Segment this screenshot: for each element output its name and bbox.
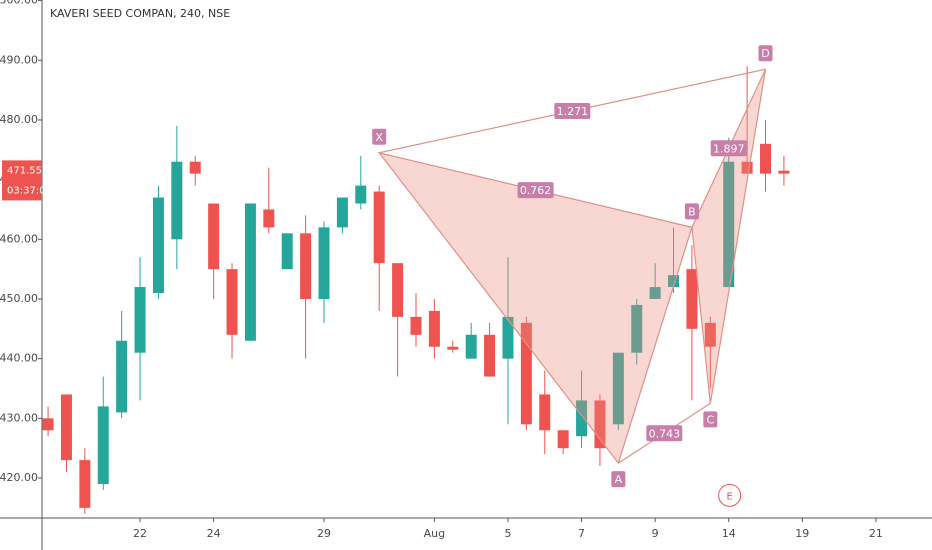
y-tick-label: 420.00: [0, 471, 38, 484]
pattern-point-label: X: [375, 131, 383, 144]
candle-body: [447, 346, 459, 350]
y-tick-label: 500.00: [0, 0, 38, 7]
pattern-point-label-box: [372, 128, 387, 145]
pattern-ratio: 1.271: [557, 105, 589, 118]
e-marker-label: E: [726, 491, 732, 502]
candle-body: [539, 394, 551, 431]
y-tick-label: 490.00: [0, 53, 38, 66]
y-tick-label: 430.00: [0, 411, 38, 424]
candle-body: [171, 161, 183, 240]
x-tick-label: 14: [722, 527, 736, 540]
x-tick-label: Aug: [424, 527, 445, 540]
x-tick-label: 7: [578, 527, 585, 540]
y-tick-label: 460.00: [0, 232, 38, 245]
candle-body: [244, 203, 256, 341]
x-tick-label: 22: [133, 527, 147, 540]
last-price-box: [2, 160, 42, 201]
candle-body: [263, 209, 275, 228]
pattern-ratio: 1.897: [713, 142, 745, 155]
pattern-point-label: D: [761, 47, 769, 60]
candle-body: [649, 287, 661, 299]
pattern-point-label-box: [703, 411, 718, 428]
candle-body: [208, 203, 220, 270]
candle-body: [97, 406, 109, 484]
candle-body: [760, 143, 772, 174]
candle-body: [60, 394, 72, 461]
pattern-ratio-box: [710, 140, 747, 157]
candle-body: [336, 197, 348, 228]
y-tick-label: 440.00: [0, 352, 38, 365]
candle-body: [116, 340, 128, 413]
x-tick-label: 29: [317, 527, 331, 540]
x-tick-label: 24: [207, 527, 221, 540]
candle-body: [392, 263, 404, 317]
candle-body: [502, 316, 514, 359]
candle-body: [576, 400, 588, 437]
pattern-point-label: A: [615, 473, 623, 486]
candle-body: [741, 161, 753, 174]
candle-body: [686, 269, 698, 329]
candle-body: [557, 430, 569, 449]
candle-body: [42, 418, 54, 431]
candle-body: [612, 352, 624, 425]
candle-body: [465, 334, 477, 359]
pattern-point-label-box: [611, 471, 626, 488]
pattern-point-label-box: [684, 203, 699, 220]
pattern-ratio: 0.743: [649, 427, 681, 440]
countdown: 03:37:05: [7, 185, 52, 196]
candle-body: [594, 400, 606, 449]
candle-body: [520, 322, 532, 425]
candle-body: [428, 310, 440, 347]
candle-body: [226, 269, 238, 335]
candle-body: [134, 287, 146, 353]
candle-body: [668, 275, 680, 288]
candle-body: [189, 161, 201, 174]
last-price: 471.55: [7, 165, 42, 176]
x-tick-label: 19: [795, 527, 809, 540]
e-marker: [718, 483, 742, 507]
candle-body: [704, 322, 716, 347]
pattern-ratio: 0.762: [520, 184, 552, 197]
candle-body: [281, 233, 293, 270]
pattern-ratio-box: [646, 425, 683, 442]
x-tick-label: 21: [869, 527, 883, 540]
candle-body: [318, 227, 330, 299]
candle-body: [410, 316, 422, 335]
pattern-point-label: B: [688, 205, 696, 218]
pattern-ratio-box: [554, 103, 591, 119]
candle-body: [373, 191, 385, 264]
candle-body: [300, 233, 312, 299]
x-tick-label: 9: [652, 527, 659, 540]
candle-body: [484, 334, 496, 377]
candle-body: [723, 161, 735, 288]
candle-body: [355, 185, 367, 204]
candle-body: [778, 170, 790, 174]
candle-body: [79, 460, 91, 508]
pattern-point-label: C: [706, 413, 714, 426]
pattern-point-label-box: [758, 45, 773, 62]
candle-body: [631, 304, 643, 353]
chart-title: KAVERI SEED COMPAN, 240, NSE: [50, 7, 230, 20]
y-tick-label: 450.00: [0, 292, 38, 305]
x-tick-label: 5: [504, 527, 511, 540]
pattern-ratio-box: [517, 182, 554, 199]
y-tick-label: 480.00: [0, 113, 38, 126]
candle-body: [152, 197, 164, 294]
